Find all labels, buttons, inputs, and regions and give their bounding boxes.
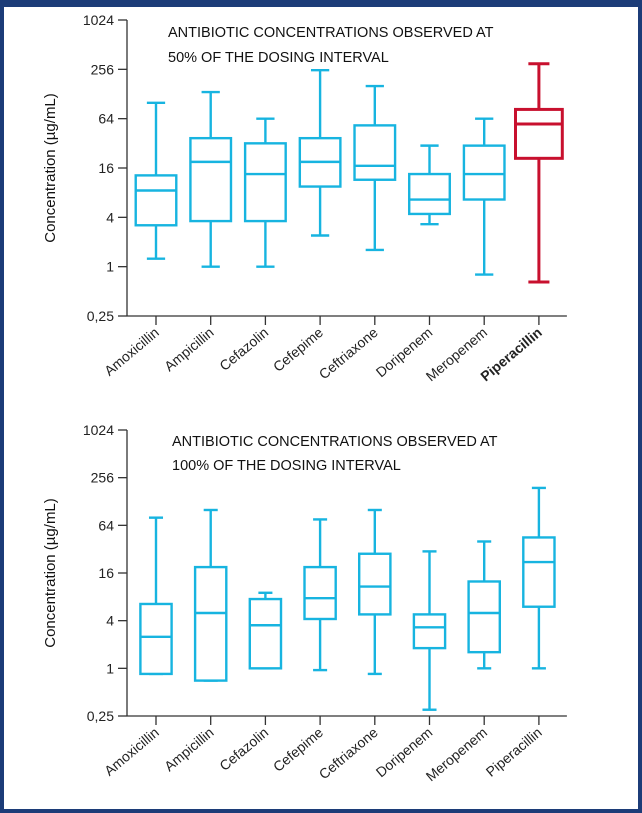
x-tick-label-ceftriaxone: Ceftriaxone: [316, 324, 381, 382]
chart-title-line: 100% OF THE DOSING INTERVAL: [172, 458, 401, 474]
iqr-box: [243, 142, 287, 223]
box-ampicillin: [189, 90, 233, 268]
iqr-box: [514, 107, 564, 160]
y-tick-label: 256: [91, 470, 115, 486]
x-tick-label-ampicillin: Ampicillin: [161, 324, 217, 374]
y-axis-label: Concentration (µg/mL): [42, 498, 59, 648]
y-tick-label: 64: [98, 111, 114, 127]
iqr-box: [408, 172, 451, 216]
y-tick-label: 4: [106, 613, 114, 629]
iqr-box: [303, 565, 337, 621]
iqr-box: [412, 613, 447, 650]
chart-title-line: ANTIBIOTIC CONCENTRATIONS OBSERVED AT: [168, 25, 494, 41]
x-tick-label-cefazolin: Cefazolin: [216, 324, 271, 374]
y-tick-label: 64: [98, 517, 114, 533]
box-cefazolin: [243, 117, 287, 268]
chart-title-line: 50% OF THE DOSING INTERVAL: [168, 50, 389, 66]
chart-panel-2: ANTIBIOTIC CONCENTRATIONS OBSERVED AT 100…: [42, 422, 567, 784]
y-tick-label: 0,25: [87, 708, 114, 724]
x-tick-label-piperacillin: Piperacillin: [477, 324, 545, 384]
y-tick-label: 1024: [83, 12, 114, 28]
y-axis-label: Concentration (µg/mL): [42, 93, 59, 243]
box-ampicillin: [193, 508, 228, 682]
box-ceftriaxone: [358, 508, 392, 676]
x-tick-label-meropenem: Meropenem: [423, 724, 491, 784]
box-ceftriaxone: [353, 84, 397, 252]
chart-title-line: ANTIBIOTIC CONCENTRATIONS OBSERVED AT: [172, 434, 498, 450]
box-doripenem: [408, 144, 451, 226]
y-tick-label: 1: [106, 259, 114, 275]
chart-panel-1: ANTIBIOTIC CONCENTRATIONS OBSERVED AT 50%…: [42, 12, 567, 384]
box-doripenem: [412, 550, 447, 711]
y-tick-label: 4: [106, 209, 114, 225]
iqr-box: [353, 124, 397, 181]
iqr-box: [139, 602, 173, 676]
iqr-box: [467, 580, 502, 654]
y-tick-label: 0,25: [87, 308, 114, 324]
y-tick-label: 256: [91, 61, 115, 77]
box-cefepime: [303, 518, 337, 672]
x-tick-label-ceftriaxone: Ceftriaxone: [316, 724, 381, 782]
iqr-box: [189, 136, 233, 223]
iqr-box: [134, 174, 178, 227]
x-tick-label-piperacillin: Piperacillin: [483, 724, 545, 780]
y-tick-label: 16: [98, 160, 114, 176]
y-tick-label: 1: [106, 660, 114, 676]
iqr-box: [248, 597, 283, 670]
box-piperacillin: [522, 486, 556, 670]
box-amoxicillin: [139, 516, 173, 676]
box-cefepime: [298, 68, 342, 237]
box-meropenem: [467, 540, 502, 670]
iqr-box: [462, 144, 506, 201]
x-tick-label-ampicillin: Ampicillin: [161, 724, 217, 774]
x-tick-label-amoxicillin: Amoxicillin: [101, 724, 162, 779]
iqr-box: [193, 565, 228, 682]
iqr-box: [522, 536, 556, 608]
iqr-box: [358, 552, 392, 616]
x-tick-label-amoxicillin: Amoxicillin: [101, 324, 162, 379]
y-tick-label: 16: [98, 565, 114, 581]
box-amoxicillin: [134, 101, 178, 260]
box-piperacillin: [514, 62, 564, 284]
x-tick-label-cefazolin: Cefazolin: [216, 724, 271, 774]
box-cefazolin: [248, 591, 283, 670]
box-meropenem: [462, 117, 506, 276]
y-tick-label: 1024: [83, 422, 114, 438]
